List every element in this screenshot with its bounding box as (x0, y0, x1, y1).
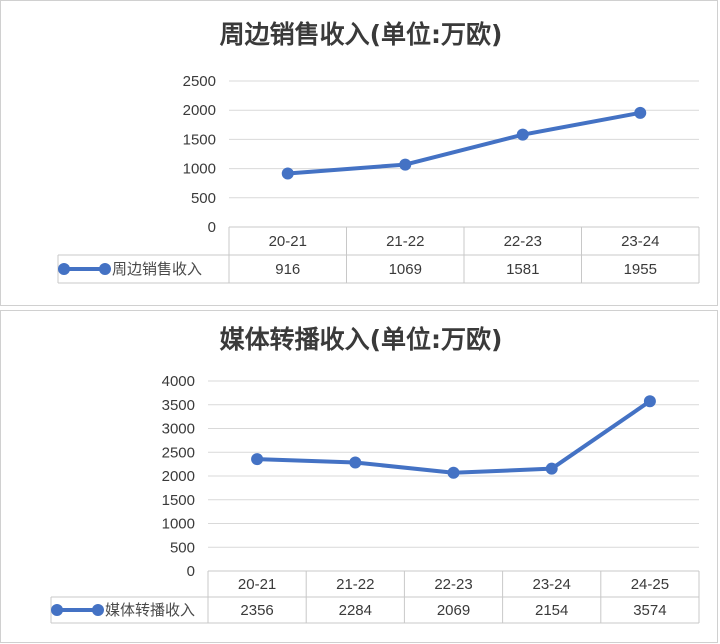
chart-merchandise-revenue: 周边销售收入(单位:万欧) 0 500 1000 1500 2000 2500 20-21 21… (57, 20, 700, 284)
y-tick-label: 500 (170, 539, 195, 556)
y-tick-label: 500 (191, 190, 216, 207)
x-category-label: 22-23 (434, 576, 472, 593)
data-table-value: 1581 (506, 261, 539, 278)
y-tick-label: 1000 (183, 161, 216, 178)
legend-label: 周边销售收入 (112, 260, 202, 278)
data-table-value: 916 (275, 261, 300, 278)
x-category-label: 20-21 (269, 233, 307, 250)
y-tick-label: 2500 (183, 73, 216, 90)
y-tick-label: 0 (187, 563, 195, 580)
legend-label: 媒体转播收入 (105, 601, 195, 619)
legend-marker (99, 263, 111, 275)
legend-marker (92, 604, 104, 616)
chart-title: 媒体转播收入(单位:万欧) (220, 325, 503, 354)
chart-panel-merchandise: 周边销售收入(单位:万欧) 0 500 1000 1500 2000 2500 20-21 21… (0, 0, 718, 306)
data-point (516, 128, 529, 141)
y-tick-label: 2500 (162, 444, 195, 461)
x-category-label: 23-24 (621, 233, 659, 250)
y-tick-label: 1000 (162, 516, 195, 533)
y-tick-label: 2000 (162, 468, 195, 485)
data-table-value: 3574 (633, 602, 666, 619)
chart-broadcast-revenue: 媒体转播收入(单位:万欧) 0 500 1000 1500 2000 2500 3000 350… (50, 325, 700, 624)
x-category-label: 23-24 (533, 576, 571, 593)
y-tick-label: 0 (208, 219, 216, 236)
data-point (634, 106, 647, 119)
data-point (349, 456, 362, 469)
legend-marker (51, 604, 63, 616)
chart-panel-broadcast: 媒体转播收入(单位:万欧) 0 500 1000 1500 2000 2500 3000 350… (0, 310, 718, 643)
x-category-label: 20-21 (238, 576, 276, 593)
data-table-value: 1069 (389, 261, 422, 278)
x-category-label: 22-23 (504, 233, 542, 250)
data-point (643, 395, 656, 408)
chart-title: 周边销售收入(单位:万欧) (220, 20, 503, 49)
y-tick-label: 2000 (183, 102, 216, 119)
data-point (281, 167, 294, 180)
series-line (255, 399, 652, 475)
data-point (399, 158, 412, 171)
y-tick-label: 1500 (183, 131, 216, 148)
x-category-label: 24-25 (631, 576, 669, 593)
data-table-value: 2154 (535, 602, 568, 619)
x-category-label: 21-22 (386, 233, 424, 250)
legend-marker (58, 263, 70, 275)
y-tick-label: 3000 (162, 421, 195, 438)
data-point (251, 453, 264, 466)
y-tick-label: 4000 (162, 373, 195, 390)
data-point (447, 466, 460, 479)
y-tick-label: 1500 (162, 492, 195, 509)
data-point (545, 462, 558, 475)
data-table-value: 2284 (339, 602, 372, 619)
data-table-value: 1955 (624, 261, 657, 278)
data-table-value: 2069 (437, 602, 470, 619)
y-tick-label: 3500 (162, 397, 195, 414)
series-line (285, 110, 643, 176)
x-category-label: 21-22 (336, 576, 374, 593)
data-table-value: 2356 (240, 602, 273, 619)
